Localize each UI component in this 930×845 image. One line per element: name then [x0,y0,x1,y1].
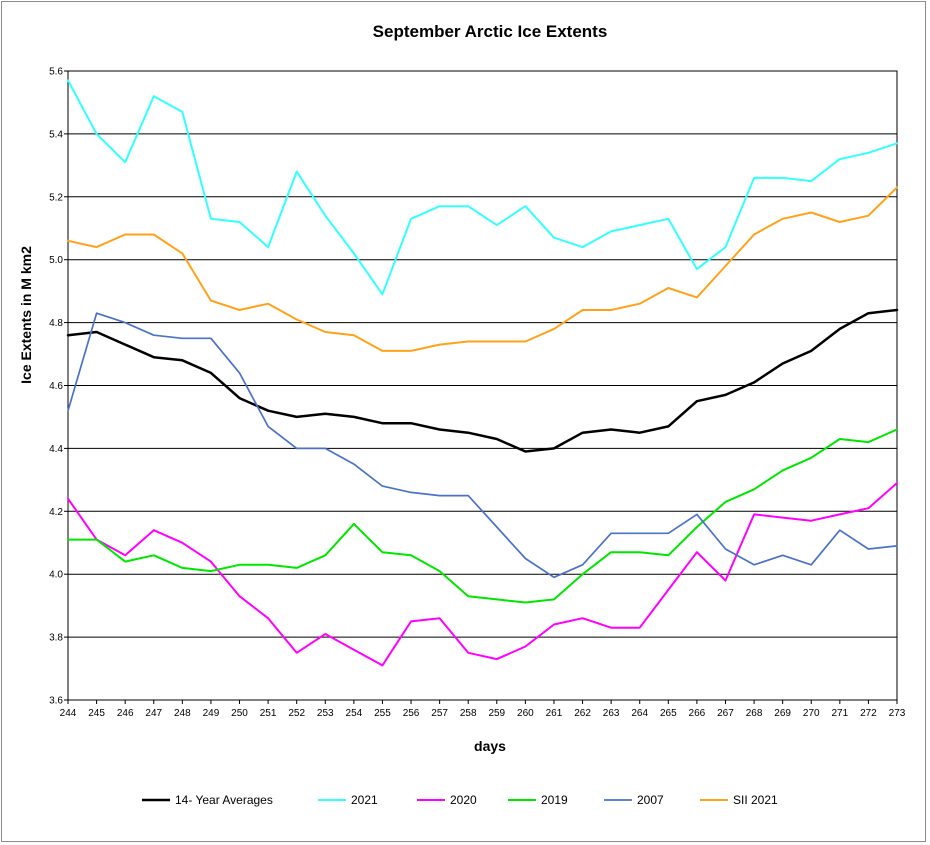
x-tick-label: 248 [174,708,191,719]
y-tick-label: 5.6 [49,67,63,78]
x-tick-label: 260 [517,708,534,719]
legend-label-5: SII 2021 [733,793,778,807]
y-axis-ticks: 3.6 3.8 4.0 4.2 4.4 4.6 4.8 5.0 5.2 5.4 5.6 [49,67,68,707]
x-tick-label: 254 [346,708,363,719]
series-line-4 [67,312,898,579]
x-tick-label: 264 [631,708,648,719]
legend-label-3: 2019 [541,793,568,807]
x-tick-label: 269 [774,708,791,719]
legend-label-1: 2021 [351,793,378,807]
y-tick-label: 5.0 [49,255,63,266]
x-tick-label: 266 [689,708,706,719]
series-line-3 [67,428,898,604]
x-tick-label: 251 [260,708,277,719]
y-tick-label: 3.6 [49,696,63,707]
x-tick-label: 256 [403,708,420,719]
x-tick-label: 250 [231,708,248,719]
x-tick-label: 244 [60,708,77,719]
legend-label-4: 2007 [637,793,664,807]
x-tick-label: 268 [746,708,763,719]
x-tick-label: 267 [717,708,734,719]
x-tick-label: 261 [546,708,563,719]
x-tick-label: 270 [803,708,820,719]
chart-title: September Arctic Ice Extents [373,22,608,41]
y-tick-label: 4.0 [49,570,63,581]
x-tick-label: 253 [317,708,334,719]
y-tick-label: 3.8 [49,633,63,644]
y-tick-label: 4.4 [49,444,63,455]
x-tick-label: 252 [288,708,305,719]
x-tick-label: 272 [860,708,877,719]
x-tick-label: 245 [88,708,105,719]
x-tick-label: 262 [574,708,591,719]
series-line-1 [67,79,898,296]
x-tick-label: 263 [603,708,620,719]
y-tick-label: 4.8 [49,318,63,329]
y-tick-label: 4.2 [49,507,63,518]
y-tick-label: 4.6 [49,381,63,392]
x-tick-label: 265 [660,708,677,719]
x-tick-label: 271 [831,708,848,719]
series-line-2 [67,482,898,667]
x-tick-label: 249 [203,708,220,719]
x-axis-ticks: 244 245 246 247 248 249 250 251 252 253 254 255 256 2… [60,700,906,719]
x-tick-label: 257 [431,708,448,719]
y-tick-label: 5.2 [49,192,63,203]
legend: 14- Year Averages 2021 2020 2019 2007 SII 202… [142,793,778,807]
x-tick-label: 246 [117,708,134,719]
legend-label-0: 14- Year Averages [175,793,273,807]
y-axis-label: Ice Extents in M km2 [18,246,34,384]
legend-label-2: 2020 [450,793,477,807]
x-tick-label: 258 [460,708,477,719]
x-tick-label: 259 [488,708,505,719]
series-line-0 [66,308,899,453]
x-axis-label: days [474,738,506,754]
x-tick-label: 247 [145,708,162,719]
x-tick-label: 255 [374,708,391,719]
series-lines [66,79,899,667]
gridlines [68,70,897,701]
series-line-5 [67,186,898,352]
y-tick-label: 5.4 [49,129,63,140]
x-tick-label: 273 [889,708,906,719]
